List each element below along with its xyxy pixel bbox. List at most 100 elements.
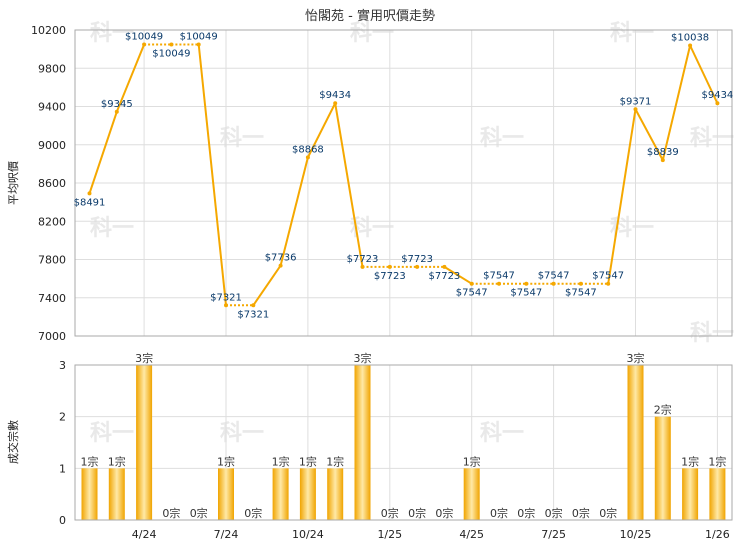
- volume-plot-frame: [74, 364, 733, 521]
- price-data-label: $7321: [210, 292, 242, 303]
- price-point: [715, 101, 720, 106]
- price-point: [169, 42, 174, 47]
- volume-data-label: 3宗: [354, 351, 372, 365]
- price-data-label: $10049: [180, 31, 218, 42]
- volume-data-labels: 1宗 1宗 3宗 0宗 0宗 1宗 0宗 1宗 1宗 1宗 3宗 0宗 0宗 0宗 1宗 0宗 0宗 0宗 0宗 0宗…: [81, 351, 727, 520]
- price-data-label: $8839: [647, 147, 679, 158]
- price-data-label: $7547: [510, 288, 542, 299]
- price-data-labels: $8491 $9345 $10049 $10049 $10049 $7321 $7321 $7…: [74, 31, 734, 320]
- price-line-segment: [634, 108, 664, 161]
- price-data-label: $7547: [592, 271, 624, 282]
- price-point: [87, 191, 92, 196]
- price-point: [606, 281, 611, 286]
- watermark-text: 科一: [610, 21, 654, 46]
- volume-bar: [136, 365, 153, 520]
- price-data-label: $8491: [74, 197, 106, 208]
- price-line-segment: [661, 45, 692, 161]
- price-data-label: $10049: [152, 48, 190, 59]
- volume-y-ticks: 0 1 2 3: [59, 359, 66, 527]
- price-point: [360, 264, 365, 269]
- price-data-label: $9434: [319, 90, 351, 101]
- volume-y-tick-label: 1: [59, 462, 66, 475]
- chart-title: 怡閣苑 - 實用呎價走勢: [305, 8, 435, 24]
- price-line-segment: [334, 103, 364, 268]
- price-line-layer: [88, 43, 719, 307]
- x-tick-label: 1/25: [377, 528, 402, 541]
- price-point: [333, 101, 338, 106]
- volume-bar: [354, 365, 371, 520]
- price-y-tick-label: 8200: [38, 215, 66, 228]
- price-data-label: $9371: [620, 96, 652, 107]
- volume-data-label: 1宗: [326, 454, 344, 468]
- price-point: [415, 264, 420, 269]
- price-point: [688, 43, 693, 48]
- price-point: [251, 303, 256, 308]
- price-y-tick-label: 7400: [38, 292, 66, 305]
- price-point: [497, 281, 501, 286]
- price-y-ticks: 7000 7400 7800 8200 8600 9000 9400 9800 10200: [31, 24, 66, 343]
- volume-bars: [81, 365, 726, 520]
- volume-data-label: 0宗: [381, 506, 399, 520]
- price-y-tick-label: 9000: [38, 139, 66, 152]
- price-line-segment: [197, 44, 227, 306]
- price-plot-frame: [74, 29, 733, 337]
- price-y-tick-label: 7800: [38, 254, 66, 267]
- price-data-label: $7547: [483, 271, 515, 282]
- volume-bar: [682, 468, 699, 520]
- price-points: [87, 42, 720, 308]
- volume-y-axis-label: 成交宗數: [6, 420, 20, 464]
- price-data-label: $7736: [265, 253, 297, 264]
- x-tick-label: 1/26: [705, 528, 730, 541]
- price-line-segment: [279, 157, 309, 266]
- volume-data-label: 0宗: [408, 506, 426, 520]
- volume-data-label: 1宗: [81, 454, 99, 468]
- price-data-label: $7723: [428, 271, 460, 282]
- volume-data-label: 1宗: [272, 454, 290, 468]
- price-grid: [75, 29, 732, 337]
- price-y-tick-label: 10200: [31, 24, 66, 37]
- watermark-text: 科一: [220, 126, 264, 151]
- price-point: [524, 281, 529, 286]
- volume-bar: [81, 468, 98, 520]
- volume-bar: [218, 468, 234, 520]
- volume-bar: [299, 468, 316, 520]
- price-data-label: $7547: [538, 271, 570, 282]
- volume-bar: [627, 365, 644, 520]
- volume-data-label: 0宗: [599, 506, 617, 520]
- price-data-label: $7547: [456, 288, 488, 299]
- volume-data-label: 0宗: [490, 506, 508, 520]
- volume-data-label: 0宗: [545, 506, 563, 520]
- volume-data-label: 0宗: [162, 506, 180, 520]
- price-point: [442, 264, 447, 269]
- volume-data-label: 3宗: [627, 351, 645, 365]
- volume-data-label: 1宗: [299, 454, 317, 468]
- price-point: [142, 42, 147, 47]
- volume-data-label: 1宗: [217, 454, 235, 468]
- price-y-tick-label: 8600: [38, 177, 66, 190]
- price-point: [196, 42, 201, 47]
- volume-y-tick-label: 3: [59, 359, 66, 372]
- price-y-tick-label: 9400: [38, 101, 66, 114]
- price-data-label: $10049: [125, 31, 163, 42]
- x-tick-label: 7/24: [214, 528, 239, 541]
- volume-data-label: 0宗: [244, 506, 262, 520]
- price-point: [224, 303, 228, 308]
- volume-data-label: 1宗: [681, 454, 699, 468]
- watermark-text: 科一: [690, 321, 734, 346]
- price-point: [114, 109, 119, 114]
- volume-bar: [108, 468, 125, 520]
- price-point: [633, 107, 638, 112]
- price-data-label: $9345: [101, 99, 133, 110]
- volume-bar: [654, 416, 671, 520]
- volume-data-label: 3宗: [135, 351, 153, 365]
- price-point: [660, 158, 665, 163]
- volume-data-label: 2宗: [654, 403, 672, 417]
- price-point: [469, 281, 474, 286]
- price-y-tick-label: 9800: [38, 62, 66, 75]
- volume-bar: [709, 468, 726, 520]
- price-point: [278, 263, 283, 268]
- x-tick-label: 10/24: [292, 528, 324, 541]
- volume-bar: [272, 468, 289, 520]
- price-data-label: $7723: [401, 254, 433, 265]
